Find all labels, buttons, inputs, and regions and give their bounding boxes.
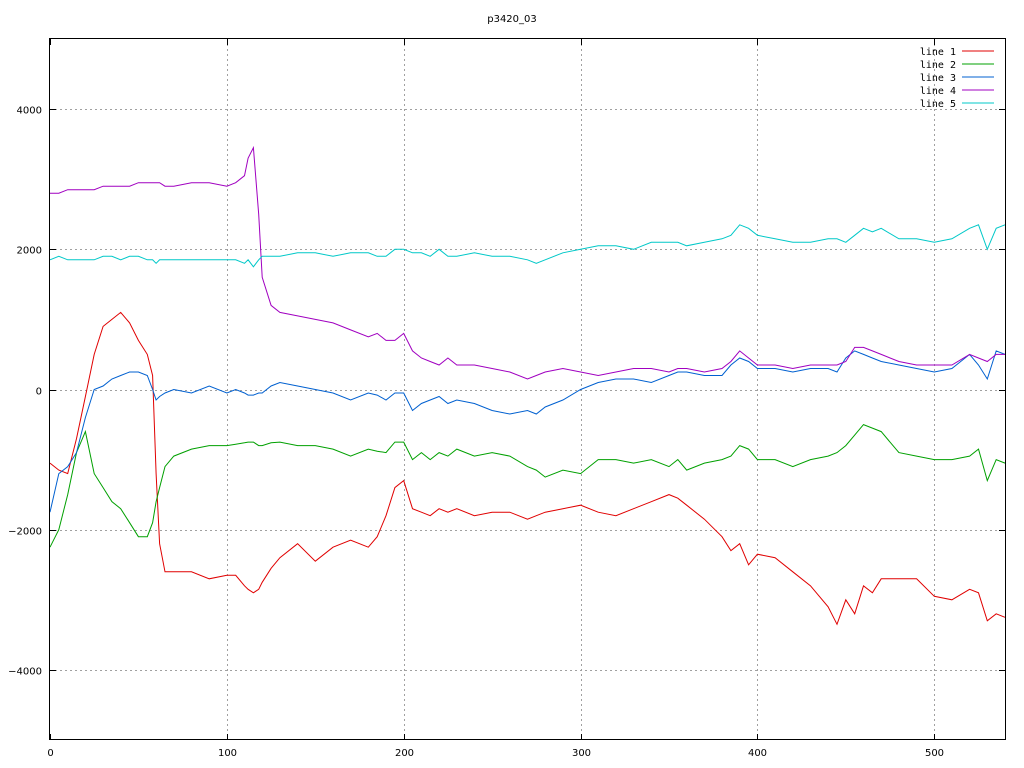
y-tick-label: −2000 xyxy=(8,527,42,538)
x-tick-label: 100 xyxy=(218,748,237,759)
legend-label: line 4 xyxy=(920,86,956,97)
series-line-1 xyxy=(49,311,1006,626)
x-tick-label: 0 xyxy=(47,748,53,759)
legend-label: line 5 xyxy=(920,99,956,110)
grid xyxy=(50,39,1005,740)
x-tick-label: 200 xyxy=(395,748,414,759)
legend-label: line 1 xyxy=(920,47,956,58)
series-line-5 xyxy=(49,224,1006,268)
series-lines xyxy=(49,145,1006,626)
x-tick-label: 300 xyxy=(572,748,591,759)
tick-labels: 0 100 200 300 400 500 −4000 −2000 0 2000 4000 xyxy=(8,106,944,760)
y-tick-label: 4000 xyxy=(17,106,42,117)
legend-label: line 3 xyxy=(920,73,956,84)
legend-label: line 2 xyxy=(920,60,956,71)
legend: line 1 line 2 line 3 line 4 line 5 xyxy=(920,47,994,110)
chart-title: p3420_03 xyxy=(487,14,537,25)
series-line-3 xyxy=(49,350,1006,513)
series-line-2 xyxy=(49,424,1006,548)
y-tick-label: −4000 xyxy=(8,667,42,678)
y-tick-label: 0 xyxy=(36,387,42,398)
y-tick-label: 2000 xyxy=(17,246,42,257)
series-line-4 xyxy=(50,145,1005,380)
plot-frame xyxy=(49,38,1006,740)
x-tick-label: 500 xyxy=(925,748,944,759)
x-tick-label: 400 xyxy=(748,748,767,759)
